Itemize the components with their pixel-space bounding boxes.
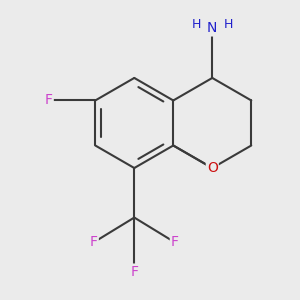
Text: O: O (207, 161, 218, 175)
Text: F: F (130, 265, 138, 279)
Text: N: N (207, 21, 217, 35)
Text: F: F (171, 235, 179, 249)
Text: H: H (192, 18, 201, 31)
Text: H: H (224, 18, 233, 31)
Text: F: F (90, 235, 98, 249)
Text: F: F (45, 94, 53, 107)
